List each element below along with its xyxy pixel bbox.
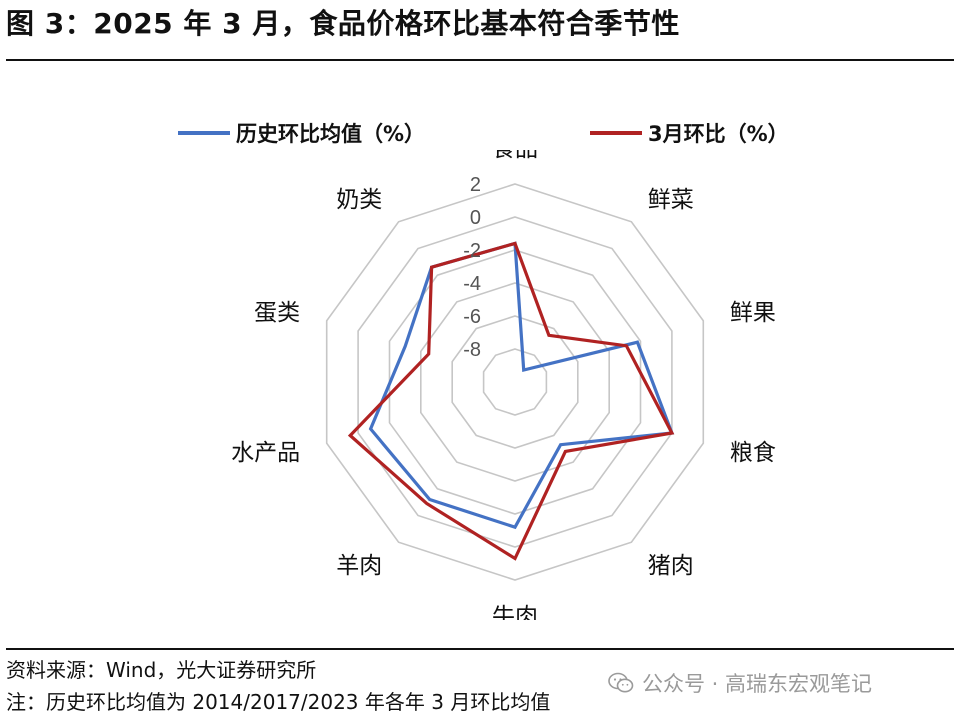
category-label: 食品: [492, 150, 538, 162]
grid-ring: [482, 348, 548, 416]
grid-ring: [325, 183, 705, 581]
tick-label: -2: [463, 240, 481, 262]
watermark: 公众号 · 高瑞东宏观笔记: [608, 668, 872, 698]
category-label: 水产品: [231, 440, 300, 466]
figure-title: 图 3：2025 年 3 月，食品价格环比基本符合季节性: [6, 7, 680, 40]
legend-swatch-march: [590, 131, 642, 135]
category-label: 蛋类: [254, 300, 300, 326]
grid-ring: [451, 315, 579, 449]
chart-legend: 历史环比均值（%） 3月环比（%）: [0, 118, 960, 148]
category-label: 粮食: [730, 440, 776, 466]
bottom-rule: [6, 648, 954, 650]
category-label: 鲜菜: [648, 187, 694, 213]
watermark-text: 公众号 · 高瑞东宏观笔记: [642, 672, 873, 696]
category-label: 羊肉: [336, 553, 382, 579]
tick-label: -4: [463, 273, 481, 295]
legend-label-historical: 历史环比均值（%）: [236, 122, 426, 146]
tick-label: -8: [463, 339, 481, 361]
category-label: 猪肉: [648, 553, 694, 579]
grid-ring: [388, 249, 642, 515]
grid-ring: [419, 282, 611, 482]
legend-item-historical: 历史环比均值（%）: [178, 118, 425, 148]
wechat-icon: [608, 672, 634, 693]
grid-ring: [357, 216, 673, 548]
tick-label: 2: [470, 174, 481, 196]
source-note: 资料来源：Wind，光大证券研究所: [6, 658, 317, 682]
tick-label: -6: [463, 306, 481, 328]
series-line-0: [368, 241, 675, 530]
top-rule: [6, 59, 954, 61]
footnote: 注：历史环比均值为 2014/2017/2023 年各年 3 月环比均值: [6, 690, 551, 714]
category-label: 鲜果: [730, 300, 776, 326]
legend-item-march: 3月环比（%）: [590, 118, 789, 148]
tick-label: 0: [470, 207, 481, 229]
legend-label-march: 3月环比（%）: [648, 122, 789, 146]
radar-chart: 2 0 -2 -4 -6 -8 食品鲜菜鲜果粮食猪肉牛肉 羊肉 水产品 蛋类 奶类: [231, 150, 776, 620]
series-line-1: [347, 241, 675, 561]
legend-swatch-historical: [178, 131, 230, 135]
category-label: 奶类: [336, 187, 382, 213]
category-label: 牛肉: [492, 604, 538, 620]
